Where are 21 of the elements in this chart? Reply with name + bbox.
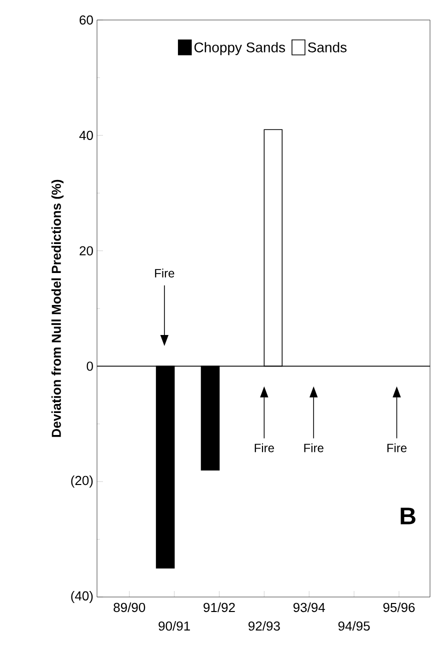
x-tick-label: 89/90 bbox=[114, 602, 146, 612]
legend-label: Sands bbox=[308, 42, 347, 52]
legend-label: Choppy Sands bbox=[194, 42, 286, 56]
x-tick-label: 93/94 bbox=[293, 602, 325, 612]
x-tick-label: 92/93 bbox=[248, 621, 280, 631]
y-tick-label: (40) bbox=[71, 590, 93, 604]
y-tick-label: 40 bbox=[79, 130, 93, 140]
y-tick-label: (20) bbox=[71, 476, 93, 488]
annotation: Fire bbox=[387, 443, 407, 452]
y-tick-label: 20 bbox=[80, 246, 93, 256]
x-tick-label: 91/92 bbox=[204, 602, 235, 612]
annotation: Fire bbox=[155, 268, 174, 278]
y-axis-title: Deviation from Null Model Predictions (%) bbox=[51, 180, 64, 437]
annotation: Fire bbox=[304, 443, 324, 452]
x-tick-label: 95/96 bbox=[383, 602, 415, 612]
y-tick-label: 60 bbox=[80, 15, 93, 25]
annotation: B bbox=[400, 508, 416, 524]
x-tick-label: 90/91 bbox=[158, 621, 190, 631]
annotation: Fire bbox=[254, 443, 274, 452]
y-tick-label: 0 bbox=[86, 362, 93, 371]
x-tick-label: 94/95 bbox=[338, 621, 370, 631]
